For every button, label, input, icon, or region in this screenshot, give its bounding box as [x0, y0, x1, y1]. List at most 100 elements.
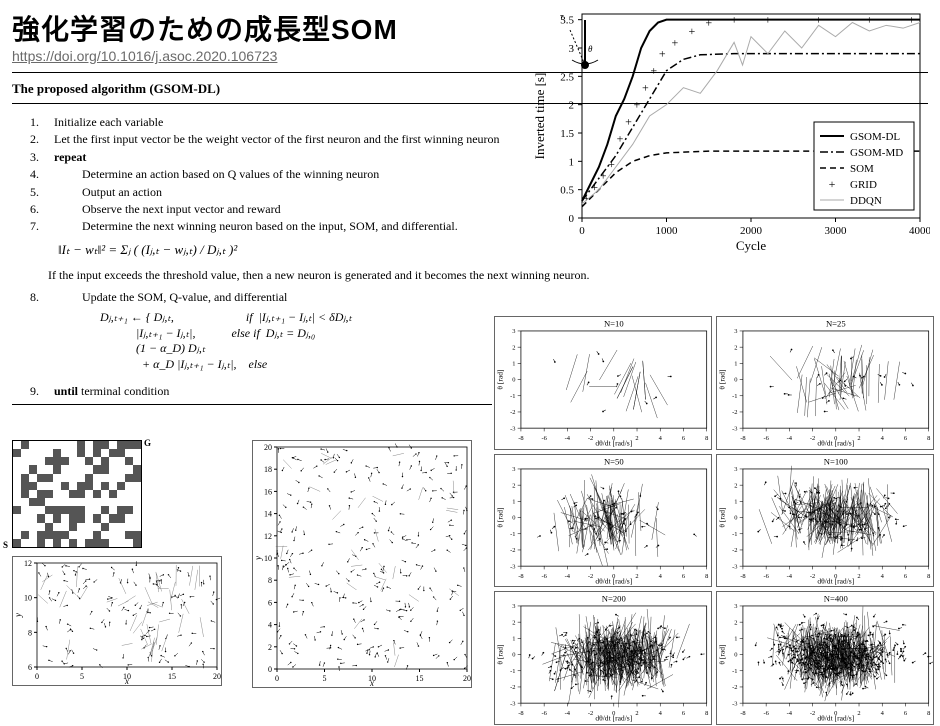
svg-text:-4: -4: [565, 710, 571, 717]
svg-text:6: 6: [682, 435, 686, 442]
svg-text:-4: -4: [787, 573, 793, 580]
svg-text:3: 3: [512, 328, 515, 335]
svg-text:4: 4: [881, 710, 885, 717]
svg-text:N=200: N=200: [602, 594, 626, 604]
svg-text:2: 2: [635, 435, 638, 442]
svg-text:2: 2: [734, 344, 737, 351]
svg-text:0: 0: [734, 652, 737, 659]
svg-text:-6: -6: [763, 435, 769, 442]
svg-text:-2: -2: [510, 409, 515, 416]
svg-text:-1: -1: [510, 531, 515, 538]
svg-text:+: +: [705, 16, 712, 30]
pendulum-icon: τθ: [560, 10, 610, 75]
svg-text:y: y: [13, 613, 23, 618]
svg-text:θ [rad]: θ [rad]: [496, 507, 505, 527]
svg-text:+: +: [650, 64, 657, 78]
svg-text:16: 16: [264, 487, 272, 496]
svg-text:Inverted time [s]: Inverted time [s]: [532, 73, 547, 160]
svg-text:8: 8: [28, 628, 32, 637]
svg-text:3: 3: [734, 603, 737, 610]
svg-text:-6: -6: [763, 710, 769, 717]
svg-text:y: y: [253, 556, 263, 561]
svg-text:-8: -8: [518, 573, 523, 580]
svg-text:0: 0: [579, 225, 585, 237]
svg-text:GSOM-DL: GSOM-DL: [850, 131, 900, 143]
svg-text:8: 8: [705, 435, 708, 442]
svg-text:2: 2: [857, 435, 860, 442]
svg-text:1000: 1000: [656, 225, 679, 237]
svg-text:+: +: [634, 98, 641, 112]
voronoi-panel: N=50-8-6-4-202468-3-2-10123dθ/dt [rad/s]…: [494, 454, 712, 588]
svg-text:0: 0: [35, 672, 39, 681]
svg-text:Cycle: Cycle: [736, 238, 767, 253]
svg-text:-6: -6: [541, 710, 547, 717]
svg-text:+: +: [659, 47, 666, 61]
svg-text:+: +: [625, 115, 632, 129]
svg-text:4: 4: [659, 710, 663, 717]
svg-text:8: 8: [927, 435, 930, 442]
svg-text:-3: -3: [732, 701, 737, 708]
svg-text:20: 20: [264, 443, 272, 452]
svg-text:1.5: 1.5: [560, 128, 574, 140]
svg-text:-4: -4: [787, 435, 793, 442]
voronoi-panel: N=25-8-6-4-202468-3-2-10123dθ/dt [rad/s]…: [716, 316, 934, 450]
maze-figures: S G 05101520681012xy 0510152002468101214…: [12, 440, 482, 696]
svg-text:0.5: 0.5: [560, 185, 574, 197]
svg-text:4: 4: [268, 621, 272, 630]
svg-text:dθ/dt [rad/s]: dθ/dt [rad/s]: [817, 576, 854, 585]
svg-text:-3: -3: [732, 563, 737, 570]
svg-text:N=400: N=400: [824, 594, 848, 604]
svg-text:-8: -8: [740, 710, 745, 717]
svg-text:-3: -3: [510, 701, 515, 708]
step-num: 8.: [30, 289, 54, 306]
algorithm-step-8: 8. Update the SOM, Q-value, and differen…: [0, 283, 940, 306]
svg-text:N=50: N=50: [604, 456, 624, 466]
svg-text:5: 5: [323, 674, 327, 683]
svg-text:1: 1: [512, 498, 515, 505]
svg-text:18: 18: [264, 465, 272, 474]
svg-text:6: 6: [268, 598, 272, 607]
svg-text:-2: -2: [588, 573, 593, 580]
voronoi-panel: N=10-8-6-4-202468-3-2-10123dθ/dt [rad/s]…: [494, 316, 712, 450]
svg-text:-2: -2: [732, 547, 737, 554]
svg-text:GSOM-MD: GSOM-MD: [850, 147, 903, 159]
step-text: Update the SOM, Q-value, and differentia…: [54, 289, 928, 306]
svg-text:4000: 4000: [909, 225, 930, 237]
svg-text:θ [rad]: θ [rad]: [718, 369, 727, 389]
svg-text:dθ/dt [rad/s]: dθ/dt [rad/s]: [595, 438, 632, 447]
svg-text:2: 2: [857, 710, 860, 717]
svg-text:4: 4: [659, 573, 663, 580]
svg-text:-6: -6: [541, 435, 547, 442]
svg-text:8: 8: [705, 573, 708, 580]
svg-text:N=25: N=25: [826, 319, 846, 329]
svg-text:20: 20: [213, 672, 221, 681]
svg-text:3: 3: [734, 466, 737, 473]
voronoi-panels: N=10-8-6-4-202468-3-2-10123dθ/dt [rad/s]…: [494, 316, 934, 696]
svg-text:6: 6: [28, 663, 32, 672]
svg-text:2: 2: [635, 573, 638, 580]
svg-text:-6: -6: [763, 573, 769, 580]
svg-text:dθ/dt [rad/s]: dθ/dt [rad/s]: [595, 714, 632, 723]
svg-text:4: 4: [881, 573, 885, 580]
svg-text:-8: -8: [518, 710, 523, 717]
svg-text:SOM: SOM: [850, 163, 874, 175]
svg-text:6: 6: [682, 573, 686, 580]
svg-text:2000: 2000: [740, 225, 763, 237]
svg-text:GRID: GRID: [850, 179, 877, 191]
voronoi-panel: N=100-8-6-4-202468-3-2-10123dθ/dt [rad/s…: [716, 454, 934, 588]
svg-text:1: 1: [512, 636, 515, 643]
maze-grid: [12, 440, 142, 548]
svg-text:-8: -8: [740, 435, 745, 442]
svg-text:-1: -1: [732, 393, 737, 400]
svg-text:6: 6: [904, 710, 908, 717]
svg-text:3: 3: [734, 328, 737, 335]
svg-text:+: +: [672, 35, 679, 49]
svg-text:+: +: [815, 13, 822, 27]
svg-text:x: x: [369, 678, 374, 688]
svg-text:0: 0: [275, 674, 279, 683]
svg-text:DDQN: DDQN: [850, 195, 882, 207]
svg-text:15: 15: [416, 674, 424, 683]
svg-text:+: +: [642, 81, 649, 95]
svg-text:0: 0: [569, 213, 575, 225]
svg-text:τ: τ: [560, 12, 564, 23]
